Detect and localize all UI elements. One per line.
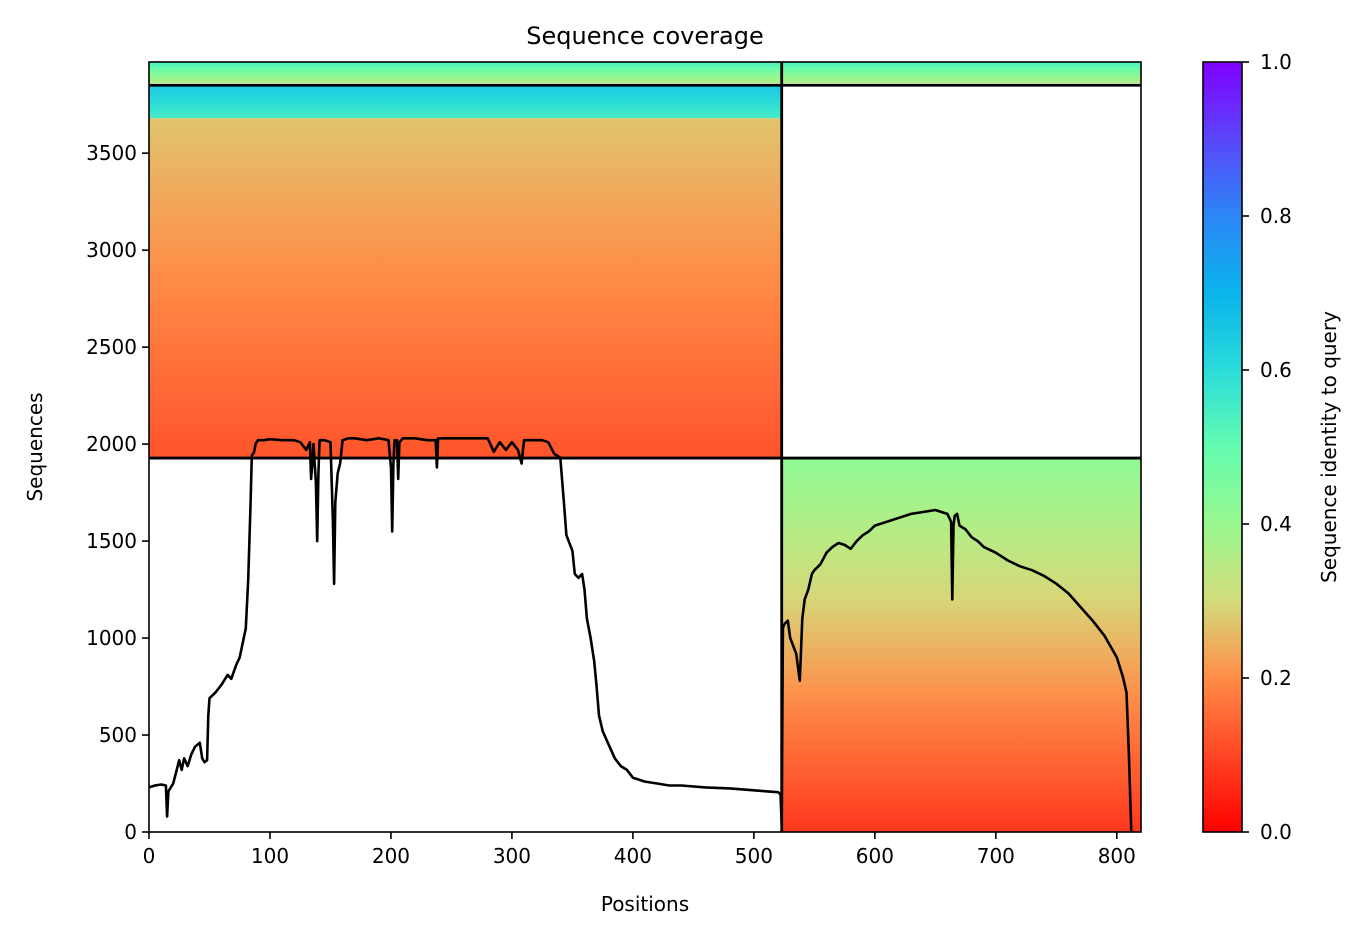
x-tick-label: 500: [735, 844, 773, 868]
y-tick-label: 500: [99, 723, 137, 747]
y-tick-label: 1500: [86, 529, 137, 553]
y-tick-label: 3000: [86, 238, 137, 262]
x-tick-label: 400: [614, 844, 652, 868]
y-tick-label: 2000: [86, 432, 137, 456]
plot-frame: [148, 61, 1142, 833]
colorbar-tick-label: 0.2: [1260, 666, 1292, 690]
y-tick-label: 0: [124, 820, 137, 844]
coverage-block: [149, 62, 1141, 84]
x-tick-label: 700: [977, 844, 1015, 868]
x-tick-label: 600: [856, 844, 894, 868]
coverage-block: [781, 458, 1141, 832]
y-tick-label: 3500: [86, 141, 137, 165]
colorbar-tick-label: 0.6: [1260, 358, 1292, 382]
x-tick-label: 300: [493, 844, 531, 868]
colorbar-label: Sequence identity to query: [1317, 311, 1341, 583]
y-tick-label: 1000: [86, 626, 137, 650]
coverage-block: [149, 85, 782, 119]
colorbar: 0.0 0.2 0.4 0.6 0.8 1.0 Sequence identity to …: [1202, 50, 1341, 844]
y-axis: 0 500 1000 1500 2000 2500 3000 3500: [86, 141, 149, 844]
x-axis-label: Positions: [601, 892, 689, 916]
coverage-blocks: [149, 62, 1141, 832]
y-axis-label: Sequences: [23, 392, 47, 501]
colorbar-tick-label: 0.4: [1260, 512, 1292, 536]
x-tick-label: 200: [372, 844, 410, 868]
colorbar-tick-label: 0.0: [1260, 820, 1292, 844]
coverage-block: [149, 118, 782, 459]
x-tick-label: 0: [143, 844, 156, 868]
colorbar-gradient: [1202, 61, 1243, 833]
y-tick-label: 2500: [86, 335, 137, 359]
x-axis: 0 100 200 300 400 500 600 700 800: [143, 832, 1136, 868]
colorbar-tick-label: 1.0: [1260, 50, 1292, 74]
plot-area: [149, 62, 1141, 832]
colorbar-ticks: 0.0 0.2 0.4 0.6 0.8 1.0: [1242, 50, 1292, 844]
colorbar-tick-label: 0.8: [1260, 204, 1292, 228]
chart-title: Sequence coverage: [526, 22, 763, 50]
x-tick-label: 100: [251, 844, 289, 868]
coverage-line: [149, 437, 1133, 832]
x-tick-label: 800: [1098, 844, 1136, 868]
